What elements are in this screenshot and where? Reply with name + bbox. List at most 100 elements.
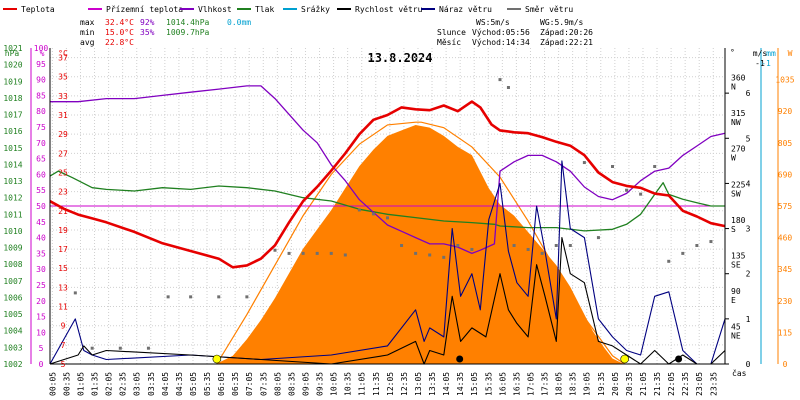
hpa-tick: 1007: [3, 277, 22, 286]
dir-cardinal: N: [731, 83, 736, 92]
stat-value: 15.0°C: [105, 28, 134, 37]
ms-tick: 6: [746, 89, 751, 98]
temp-tick: 13: [58, 283, 68, 292]
x-tick: 04:05: [161, 372, 170, 396]
ms-tick: 1: [746, 315, 751, 324]
hpa-tick: 1004: [3, 327, 22, 336]
temp-tick: 21: [58, 207, 68, 216]
hpa-tick: 1005: [3, 310, 22, 319]
x-tick: 11:05: [358, 372, 367, 396]
hpa-tick: 1011: [3, 210, 22, 219]
wind-gust-line: [49, 160, 726, 365]
moonset-info: Západ:22:21: [540, 38, 593, 47]
x-tick: 09:35: [316, 372, 325, 396]
hpa-tick: 1003: [3, 343, 22, 352]
wind-direction-point: [428, 253, 432, 257]
x-tick: 03:35: [147, 372, 156, 396]
wind-direction-point: [357, 208, 361, 212]
dir-tick: 45: [731, 322, 741, 331]
wind-direction-point: [582, 161, 586, 165]
pct-tick: 20: [36, 297, 46, 306]
stat-value: max: [80, 18, 95, 27]
wm2-tick: 1035: [775, 76, 794, 85]
markers: [212, 354, 683, 364]
temperature-line: [49, 100, 726, 269]
dir-tick: 270: [731, 145, 746, 154]
wind-direction-point: [146, 346, 150, 350]
legend-label: Směr větru: [525, 5, 573, 14]
legend-label: Náraz větru: [439, 5, 492, 14]
x-tick: 13:35: [428, 372, 437, 396]
stat-value: 1014.4hPa: [166, 18, 210, 27]
wind-speed-info: WS:5m/s: [476, 18, 510, 27]
stat-value: avg: [80, 38, 95, 47]
wind-direction-point: [470, 247, 474, 251]
x-tick: 00:35: [62, 372, 71, 396]
sunset-info: Západ:20:26: [540, 28, 593, 37]
wind-direction-point: [287, 251, 291, 255]
pct-unit: %: [40, 49, 45, 58]
pct-tick: 60: [36, 170, 46, 179]
wind-direction-point: [667, 259, 671, 263]
hpa-tick: 1021: [3, 44, 22, 53]
wind-direction-point: [73, 291, 77, 295]
wm2-tick: 575: [778, 202, 793, 211]
wind-direction-point: [506, 86, 510, 89]
wind-direction-point: [639, 192, 643, 196]
hpa-tick: 1009: [3, 244, 22, 253]
pct-tick: 25: [36, 281, 46, 290]
wind-direction-point: [371, 212, 375, 216]
x-tick: 02:05: [105, 372, 114, 396]
sun-label: Slunce: [437, 28, 466, 37]
wind-direction-point: [540, 251, 544, 255]
wm2-tick: 115: [778, 328, 793, 337]
x-tick: 08:35: [287, 372, 296, 396]
pct-tick: 55: [36, 186, 46, 195]
pct-tick: 10: [36, 328, 46, 337]
wm2-tick: 920: [778, 107, 793, 116]
hpa-tick: 1020: [3, 61, 22, 70]
x-tick: 20:35: [625, 372, 634, 396]
pct-tick: 80: [36, 107, 46, 116]
axes: hPa% °C ° m/smm W-1-110021003100410051006100…: [3, 44, 794, 396]
wind-direction-point: [301, 251, 305, 255]
wind-direction-point: [611, 165, 614, 168]
wind-direction-point: [90, 346, 94, 350]
stat-value: 22.8°C: [105, 38, 134, 47]
wind-direction-point: [456, 244, 460, 247]
wind-direction-point: [166, 295, 170, 299]
hpa-tick: 1015: [3, 144, 22, 153]
dir-tick: 180: [731, 216, 746, 225]
legend-label: Rychlost větru: [355, 5, 423, 14]
pct-tick: 65: [36, 155, 46, 164]
wm2-tick: 805: [778, 139, 793, 148]
x-tick: 10:35: [344, 372, 353, 396]
moonset-marker: [675, 355, 683, 363]
temp-tick: 11: [58, 303, 68, 312]
dir-tick: 315: [731, 109, 746, 118]
x-tick: 21:35: [653, 372, 662, 396]
x-tick: 17:05: [526, 372, 535, 396]
hpa-tick: 1012: [3, 194, 22, 203]
x-tick: 23:05: [695, 372, 704, 396]
hpa-unit: hPa: [5, 49, 20, 58]
x-tick: 04:35: [175, 372, 184, 396]
wind-direction-point: [498, 78, 502, 82]
temp-tick: 15: [58, 264, 68, 273]
sunset-marker: [620, 354, 629, 364]
wind-direction-point: [400, 244, 404, 247]
ms-tick: 4: [746, 179, 751, 188]
dir-unit: °: [730, 48, 735, 57]
x-tick: 13:05: [414, 372, 423, 396]
x-tick: 02:35: [119, 372, 128, 396]
x-tick: 20:05: [611, 372, 620, 396]
stat-value: 0.0mm: [227, 18, 251, 27]
hpa-tick: 1013: [3, 177, 22, 186]
wm2-unit: W: [788, 49, 793, 58]
hpa-tick: 1006: [3, 293, 22, 302]
x-tick: 19:05: [583, 372, 592, 396]
x-tick: 14:05: [442, 372, 451, 396]
x-tick: 09:05: [301, 372, 310, 396]
temp-tick: 19: [58, 226, 68, 235]
